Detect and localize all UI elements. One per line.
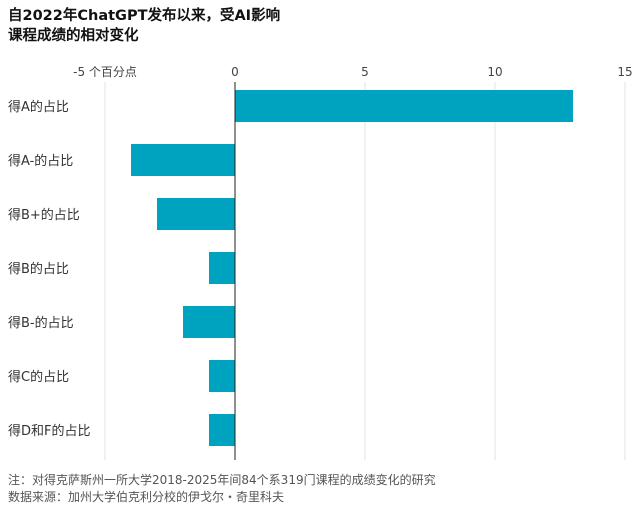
- bars: [131, 90, 573, 446]
- bar: [209, 414, 235, 446]
- bar: [183, 306, 235, 338]
- category-label: 得A的占比: [8, 99, 69, 115]
- chart-title-line-1: 自2022年ChatGPT发布以来，受AI影响: [8, 8, 281, 24]
- x-tick-label: 5: [361, 65, 369, 79]
- chart-title-line-2: 课程成绩的相对变化: [8, 28, 139, 44]
- x-tick-label: 10: [487, 65, 502, 79]
- category-label: 得D和F的占比: [8, 423, 91, 439]
- category-label: 得B+的占比: [8, 207, 80, 223]
- chart-title: 自2022年ChatGPT发布以来，受AI影响 课程成绩的相对变化: [8, 6, 280, 46]
- category-label: 得C的占比: [8, 369, 69, 385]
- bar: [157, 198, 235, 230]
- category-label: 得A-的占比: [8, 153, 73, 169]
- category-label: 得B-的占比: [8, 315, 74, 331]
- x-tick-label: 15: [617, 65, 632, 79]
- grid-lines: [104, 82, 626, 460]
- bar: [209, 360, 235, 392]
- x-axis-tick-labels: -5 个百分点 0 5 10 15: [73, 65, 633, 79]
- x-tick-label: 0: [231, 65, 239, 79]
- category-label: 得B的占比: [8, 261, 69, 277]
- bar: [209, 252, 235, 284]
- data-source: 数据来源：加州大学伯克利分校的伊戈尔・奇里科夫: [8, 490, 285, 504]
- footnote: 注：对得克萨斯州一所大学2018-2025年间84个系319门课程的成绩变化的研…: [8, 473, 436, 487]
- bar-chart: -5 个百分点 0 5 10 15 得A的占比得A-的占比得B+的占比得B的占比得B-的…: [8, 65, 633, 460]
- bar: [235, 90, 573, 122]
- x-tick-label: -5 个百分点: [73, 65, 137, 79]
- bar: [131, 144, 235, 176]
